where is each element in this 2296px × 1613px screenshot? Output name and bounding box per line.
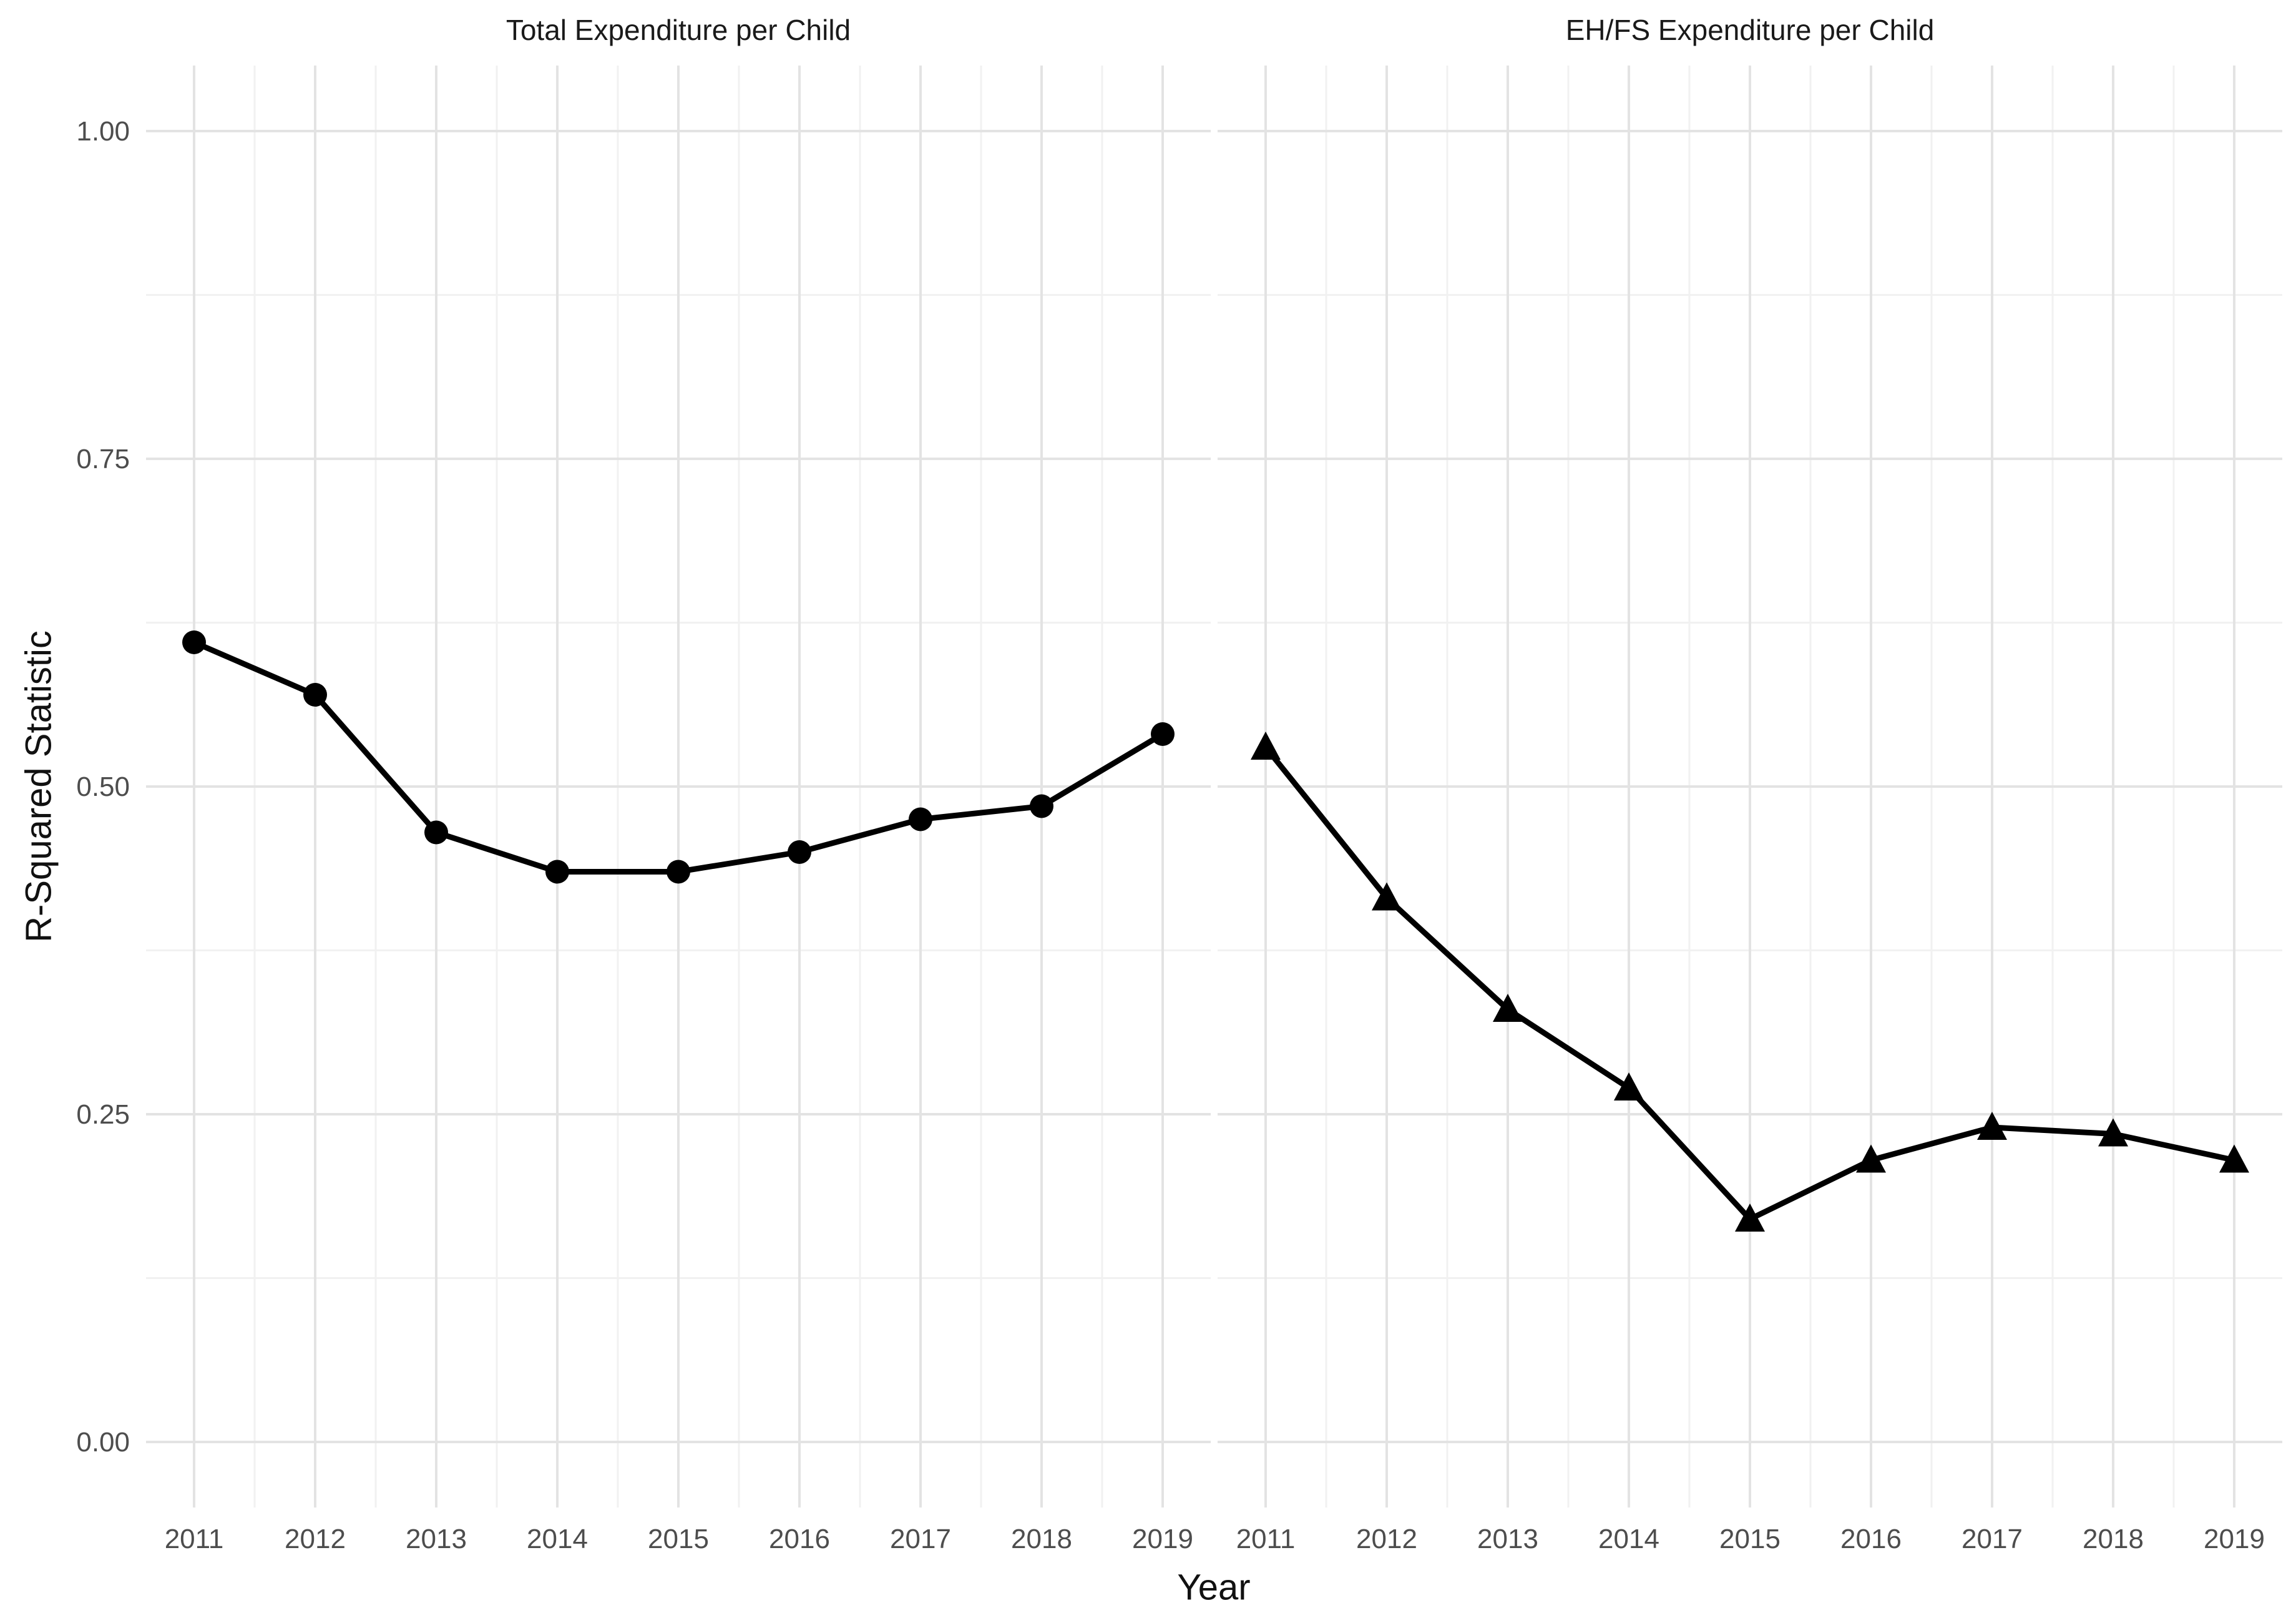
- marker-circle: [424, 820, 448, 845]
- marker-circle: [303, 683, 327, 707]
- y-tick-label: 0.50: [76, 772, 130, 802]
- x-tick-label: 2018: [2083, 1524, 2144, 1554]
- x-axis-title: Year: [1177, 1567, 1251, 1608]
- marker-triangle: [1251, 732, 1281, 760]
- marker-circle: [1030, 794, 1053, 818]
- panel-title-ehfs-expenditure: EH/FS Expenditure per Child: [1565, 14, 1935, 46]
- x-tick-label: 2013: [1477, 1524, 1538, 1554]
- x-tick-label: 2019: [1132, 1524, 1193, 1554]
- panel-title-total-expenditure: Total Expenditure per Child: [506, 14, 851, 46]
- marker-circle: [1151, 722, 1175, 746]
- y-tick-label: 0.25: [76, 1099, 130, 1130]
- x-tick-label: 2017: [890, 1524, 951, 1554]
- marker-triangle: [1614, 1072, 1644, 1101]
- marker-triangle: [1372, 882, 1402, 911]
- x-tick-label: 2014: [527, 1524, 588, 1554]
- x-tick-label: 2014: [1598, 1524, 1659, 1554]
- x-tick-label: 2019: [2204, 1524, 2265, 1554]
- marker-triangle: [1856, 1144, 1886, 1173]
- y-tick-label: 0.00: [76, 1427, 130, 1458]
- marker-triangle: [1735, 1204, 1765, 1232]
- x-tick-label: 2017: [1961, 1524, 2023, 1554]
- y-tick-label: 1.00: [76, 116, 130, 147]
- y-tick-label: 0.75: [76, 444, 130, 474]
- marker-triangle: [2098, 1118, 2128, 1147]
- marker-triangle: [1977, 1112, 2007, 1140]
- x-tick-label: 2012: [1356, 1524, 1417, 1554]
- marker-circle: [788, 840, 811, 864]
- x-tick-label: 2012: [285, 1524, 346, 1554]
- marker-circle: [545, 860, 569, 884]
- x-tick-label: 2018: [1011, 1524, 1072, 1554]
- marker-circle: [909, 807, 932, 831]
- marker-triangle: [1493, 994, 1523, 1022]
- marker-circle: [667, 860, 690, 884]
- x-tick-label: 2011: [1236, 1524, 1296, 1554]
- x-tick-label: 2015: [648, 1524, 709, 1554]
- x-tick-label: 2016: [769, 1524, 830, 1554]
- marker-circle: [182, 630, 206, 654]
- x-tick-label: 2013: [406, 1524, 467, 1554]
- x-tick-label: 2016: [1840, 1524, 1902, 1554]
- x-tick-label: 2015: [1719, 1524, 1781, 1554]
- x-tick-label: 2011: [165, 1524, 224, 1554]
- marker-triangle: [2219, 1144, 2249, 1173]
